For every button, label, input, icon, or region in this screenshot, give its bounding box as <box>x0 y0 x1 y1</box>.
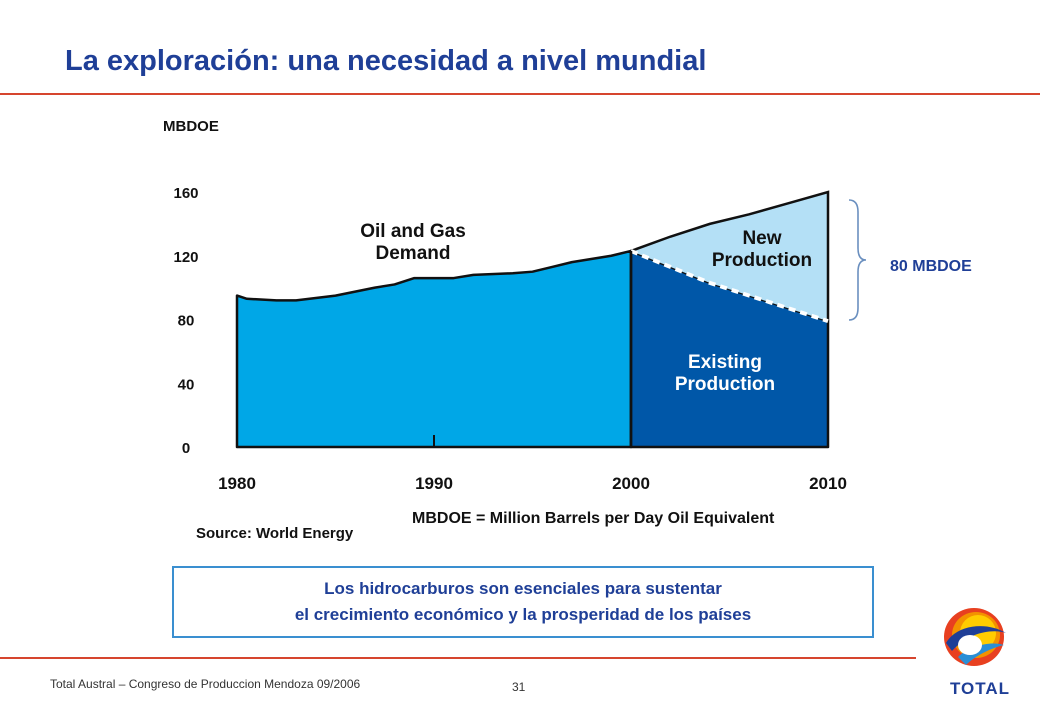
annotation-existing-2: Production <box>675 374 775 395</box>
annotation-new-1: New <box>742 228 781 249</box>
demand-area <box>235 249 633 449</box>
new-production-area <box>631 192 828 322</box>
annotation-demand-2: Demand <box>376 243 451 264</box>
title-rule <box>0 93 1040 95</box>
y-axis-label: MBDOE <box>163 118 219 135</box>
page-title: La exploración: una necesidad a nivel mu… <box>65 45 707 77</box>
total-demand-line <box>630 190 830 322</box>
message-line-2: el crecimiento económico y la prosperida… <box>294 605 752 624</box>
footer-rule <box>0 657 916 659</box>
y-tick-label: 160 <box>173 185 198 202</box>
annotation-demand-1: Oil and Gas <box>360 221 466 242</box>
new-area-group <box>433 190 830 447</box>
logo-wordmark: TOTAL <box>949 679 1011 698</box>
total-logo-icon <box>944 608 1006 666</box>
page-number: 31 <box>512 680 526 694</box>
brace-label: 80 MBDOE <box>890 258 972 275</box>
footer-text: Total Austral – Congreso de Produccion M… <box>50 677 361 691</box>
y-tick-label: 80 <box>178 313 195 330</box>
tick-labels: 160 120 80 40 0 1980 1990 2000 2010 <box>173 185 846 493</box>
x-tick-label: 1980 <box>218 474 256 493</box>
annotation-new-2: Production <box>712 250 812 271</box>
message-line-1: Los hidrocarburos son esenciales para su… <box>324 579 722 598</box>
y-tick-label: 0 <box>182 440 190 457</box>
source-note: Source: World Energy <box>196 525 354 542</box>
annotation-existing-1: Existing <box>688 352 762 373</box>
existing-boundary-dash <box>630 249 829 323</box>
bracket <box>848 199 867 321</box>
y-tick-label: 40 <box>178 376 195 393</box>
message-box: Los hidrocarburos son esenciales para su… <box>172 566 874 638</box>
demand-area-group <box>235 249 633 449</box>
x-tick-label: 2010 <box>809 474 847 493</box>
x-tick-label: 1990 <box>415 474 453 493</box>
chart-footnote: MBDOE = Million Barrels per Day Oil Equi… <box>412 510 775 527</box>
annotations: Oil and Gas Demand New Production Existi… <box>360 221 812 395</box>
y-tick-label: 120 <box>173 249 198 266</box>
chart: MBDOE 160 120 80 40 0 1980 1990 2000 2010 Oil an… <box>163 118 867 527</box>
x-tick-label: 2000 <box>612 474 650 493</box>
